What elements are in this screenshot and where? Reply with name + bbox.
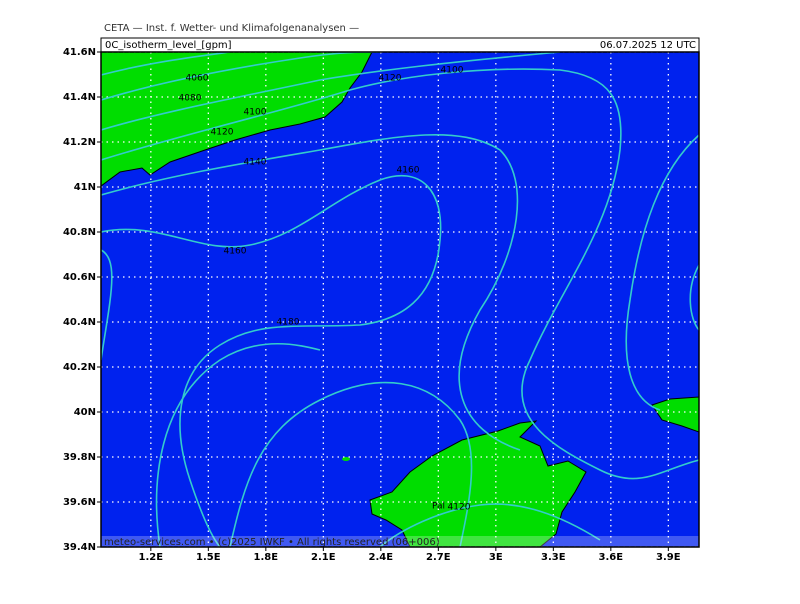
- lat-label: 40.4N: [63, 317, 96, 328]
- lat-label: 40N: [74, 407, 96, 418]
- lon-label: 3E: [489, 552, 503, 563]
- grid: [101, 52, 699, 547]
- place-label: Pal: [432, 502, 445, 512]
- lat-label: 39.4N: [63, 542, 96, 553]
- contour: [155, 343, 321, 547]
- contour: [101, 249, 113, 361]
- axes: 41.6N 41.4N 41.2N 41N 40.8N 40.6N 40.4N 40.2N 40…: [63, 47, 681, 563]
- lon-label: 1.5E: [196, 552, 221, 563]
- lon-label: 3.3E: [541, 552, 566, 563]
- lon-label: 2.7E: [426, 552, 451, 563]
- lat-label: 40.6N: [63, 272, 96, 283]
- contour: [625, 134, 699, 411]
- contour: [101, 174, 442, 547]
- islet: [342, 457, 350, 461]
- lon-label: 1.8E: [254, 552, 279, 563]
- contour: [101, 133, 521, 451]
- lat-label: 41.6N: [63, 47, 96, 58]
- contour-label: 4160: [224, 247, 247, 257]
- lon-label: 2.1E: [311, 552, 336, 563]
- contour-label: 4100: [441, 66, 464, 76]
- lon-label: 3.6E: [599, 552, 624, 563]
- lon-label: 1.2E: [139, 552, 164, 563]
- contour-label: 4100: [244, 108, 267, 118]
- contour: [379, 503, 601, 547]
- lat-label: 40.2N: [63, 362, 96, 373]
- land-menorca: [651, 396, 699, 433]
- contour-label: 4080: [179, 94, 202, 104]
- contour-label: 4180: [277, 318, 300, 328]
- lat-label: 41.2N: [63, 137, 96, 148]
- contour-label: 4120: [379, 74, 402, 84]
- contour: [229, 381, 473, 547]
- lat-label: 41N: [74, 182, 96, 193]
- contour: [101, 52, 231, 76]
- lon-label: 2.4E: [369, 552, 394, 563]
- land-catalonia: [101, 52, 373, 187]
- lon-label: 3.9E: [656, 552, 681, 563]
- valid-time: 06.07.2025 12 UTC: [600, 40, 696, 51]
- land-mallorca: [369, 420, 587, 547]
- header-title: CETA — Inst. f. Wetter- und Klimafolgena…: [104, 23, 359, 34]
- footer-bar: [101, 536, 699, 547]
- parameter-label: 0C_isotherm_level_[gpm]: [105, 40, 232, 51]
- map-frame: [100, 51, 700, 548]
- lat-label: 39.8N: [63, 452, 96, 463]
- contour: [101, 52, 561, 131]
- contour-label: 4060: [186, 74, 209, 84]
- contour-label: 4120: [448, 503, 471, 513]
- lat-label: 40.8N: [63, 227, 96, 238]
- lat-label: 41.4N: [63, 92, 96, 103]
- contour-label: 4140: [244, 158, 267, 168]
- map-area: 4060 4080 4100 4120 4140 4120 4100 4160 …: [101, 52, 699, 548]
- contour-label: 4120: [211, 128, 234, 138]
- footer: meteo-services.com • (c)2025 IWKF • All …: [104, 537, 440, 548]
- contour: [689, 264, 699, 331]
- lat-label: 39.6N: [63, 497, 96, 508]
- contour-label: 4160: [397, 166, 420, 176]
- contour: [101, 68, 699, 480]
